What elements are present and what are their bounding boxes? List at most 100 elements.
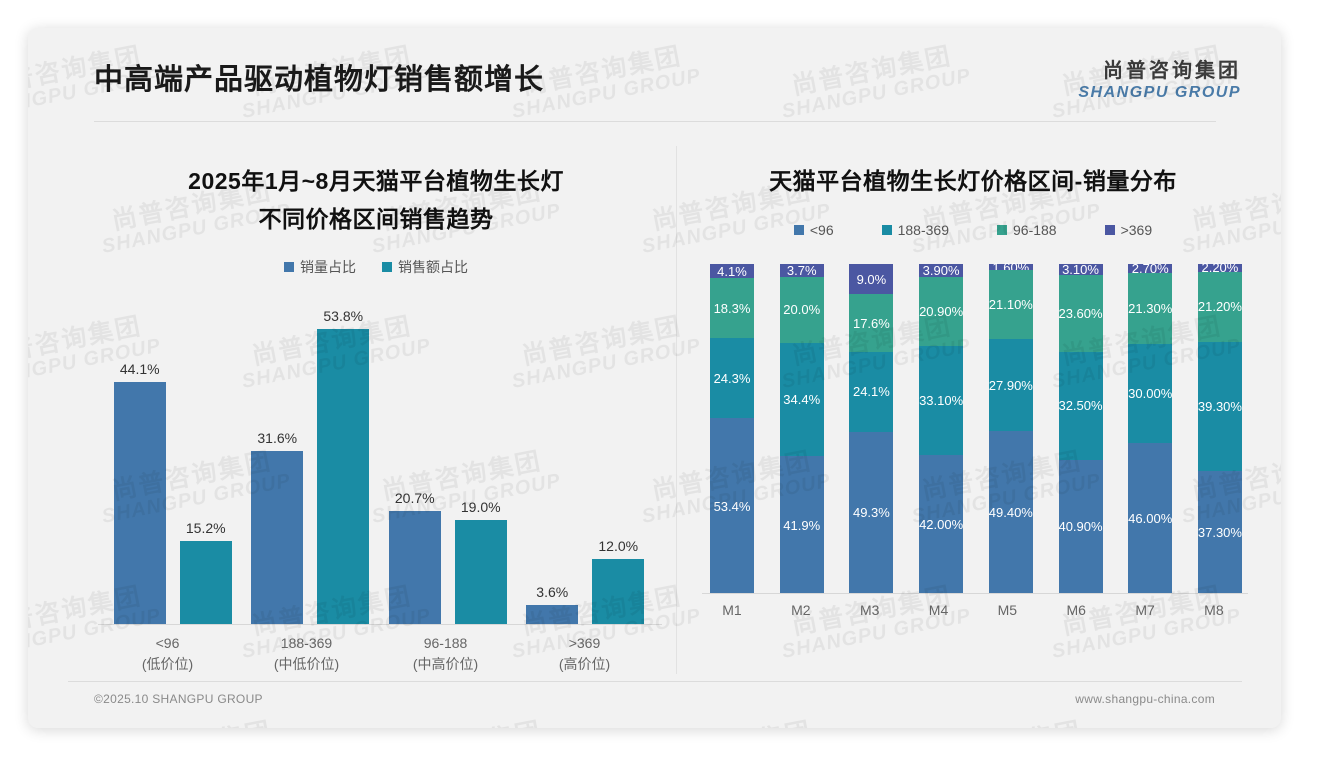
month-tick-label: M8	[1204, 602, 1224, 619]
bar-value-label: 53.8%	[323, 307, 364, 324]
bar[interactable]	[317, 328, 370, 625]
segment-value-label: 3.7%	[786, 262, 817, 278]
bar[interactable]	[454, 520, 507, 625]
legend-item[interactable]: 96-188	[997, 222, 1057, 238]
stacked-segment[interactable]: 41.9%	[779, 456, 824, 595]
left-chart-title-line2: 不同价格区间销售趋势	[258, 206, 494, 233]
stacked-segment[interactable]: 18.3%	[710, 277, 754, 339]
stacked-segment[interactable]: 24.1%	[849, 352, 894, 432]
stacked-segment[interactable]: 37.30%	[1197, 471, 1242, 595]
stacked-segment[interactable]: 24.3%	[710, 338, 754, 419]
stacked-segment[interactable]: 3.10%	[1058, 262, 1103, 277]
segment-value-label: 46.00%	[1128, 510, 1173, 526]
stacked-segment[interactable]: 27.90%	[988, 339, 1033, 432]
segment-value-label: 34.4%	[783, 391, 821, 407]
logo-english-name: SHANGPU GROUP	[1078, 84, 1241, 101]
stacked-x-axis-line	[702, 593, 1248, 595]
legend-swatch-icon	[1104, 225, 1115, 236]
legend-item[interactable]: >369	[1104, 222, 1153, 239]
bar-column: 53.8%	[317, 295, 370, 625]
x-tick-label: 188-369 (中低价位)	[273, 634, 340, 672]
segment-value-label: 18.3%	[713, 300, 751, 316]
stacked-segment[interactable]: 34.4%	[779, 342, 824, 457]
stacked-segment[interactable]: 20.0%	[779, 276, 824, 343]
left-chart-panel: 2025年1月~8月天猫平台植物生长灯 不同价格区间销售趋势 销量占比 销售额占比…	[90, 138, 662, 698]
bar-column: 15.2%	[179, 295, 232, 625]
legend-swatch-icon	[284, 261, 294, 272]
stacked-segment[interactable]: 39.30%	[1197, 341, 1242, 472]
stacked-bar-column: 3.90% 20.90% 33.10% 42.00%	[919, 263, 964, 594]
legend-item[interactable]: <96	[793, 222, 834, 238]
stacked-segment[interactable]: 33.10%	[919, 346, 964, 456]
segment-value-label: 21.10%	[988, 296, 1033, 312]
legend-label: >369	[1120, 222, 1153, 239]
stacked-segment[interactable]: 40.90%	[1058, 459, 1103, 595]
segment-value-label: 23.60%	[1058, 305, 1103, 321]
bar-column: 3.6%	[526, 295, 579, 625]
stacked-segment[interactable]: 21.10%	[988, 269, 1033, 340]
stacked-segment[interactable]: 30.00%	[1128, 343, 1172, 443]
bar[interactable]	[113, 382, 166, 625]
stacked-segment[interactable]: 21.20%	[1197, 271, 1242, 342]
stacked-segment[interactable]: 23.60%	[1058, 274, 1103, 353]
footer-divider	[68, 681, 1242, 682]
stacked-bar-column: 1.60% 21.10% 27.90% 49.40%	[988, 260, 1033, 595]
stacked-bar-column: 2.20% 21.20% 39.30% 37.30%	[1197, 260, 1242, 595]
stacked-bar-column: 4.1% 18.3% 24.3% 53.4%	[710, 264, 754, 595]
bar-value-label: 19.0%	[460, 499, 501, 516]
stacked-segment[interactable]: 20.90%	[919, 277, 964, 347]
stacked-segment[interactable]: 2.20%	[1197, 260, 1242, 275]
segment-value-label: 20.0%	[783, 302, 821, 318]
bar-group: 3.6% 12.0%	[517, 295, 655, 625]
bar[interactable]	[526, 604, 579, 625]
bar[interactable]	[251, 450, 304, 625]
bar-value-label: 20.7%	[394, 489, 435, 506]
stacked-bar-column: 9.0% 17.6% 24.1% 49.3%	[849, 264, 894, 595]
slide-header: 中高端产品驱动植物灯销售额增长 尚普咨询集团 SHANGPU GROUP	[28, 28, 1281, 122]
stacked-segment[interactable]: 2.70%	[1128, 261, 1173, 277]
bar-value-label: 31.6%	[257, 429, 298, 446]
legend-item[interactable]: 销售额占比	[382, 257, 468, 277]
bar[interactable]	[592, 558, 645, 625]
x-tick-label: <96 (低价位)	[141, 634, 194, 672]
legend-item[interactable]: 销量占比	[284, 257, 356, 277]
segment-value-label: 27.90%	[988, 377, 1033, 393]
segment-value-label: 32.50%	[1058, 398, 1103, 414]
stacked-segment[interactable]: 49.3%	[849, 431, 894, 595]
left-chart-legend: 销量占比 销售额占比	[90, 257, 662, 277]
stacked-segment[interactable]: 46.00%	[1128, 442, 1173, 595]
segment-value-label: 39.30%	[1197, 398, 1242, 414]
legend-label: 销量占比	[300, 258, 356, 275]
x-tick-label: 96-188 (中高价位)	[412, 634, 479, 672]
legend-swatch-icon	[997, 225, 1007, 236]
bar-column: 44.1%	[113, 295, 166, 625]
stacked-segment[interactable]: 32.50%	[1058, 352, 1103, 460]
stacked-segment[interactable]: 3.90%	[919, 263, 964, 279]
segment-value-label: 21.20%	[1197, 299, 1242, 315]
bar-value-label: 15.2%	[185, 520, 226, 537]
stacked-segment[interactable]: 17.6%	[849, 294, 894, 353]
stacked-segment[interactable]: 42.00%	[919, 455, 963, 594]
segment-value-label: 3.90%	[922, 263, 960, 279]
segment-value-label: 37.30%	[1197, 525, 1242, 541]
right-chart-panel: 天猫平台植物生长灯价格区间-销量分布 <96 188-369 96-188 >369 …	[688, 138, 1258, 698]
legend-item[interactable]: 188-369	[881, 222, 949, 238]
bar[interactable]	[388, 510, 441, 625]
legend-label: 销售额占比	[398, 258, 468, 275]
stacked-bar-column: 3.10% 23.60% 32.50% 40.90%	[1058, 262, 1103, 595]
segment-value-label: 2.70%	[1131, 261, 1169, 277]
segment-value-label: 33.10%	[919, 393, 964, 409]
stacked-segment[interactable]: 9.0%	[849, 264, 894, 295]
stacked-segment[interactable]: 53.4%	[710, 418, 754, 595]
month-tick-label: M6	[1066, 602, 1086, 619]
stacked-segment[interactable]: 4.1%	[710, 264, 754, 279]
stacked-segment[interactable]: 3.7%	[779, 262, 824, 278]
bar[interactable]	[179, 541, 232, 625]
segment-value-label: 20.90%	[919, 304, 964, 320]
stacked-segment[interactable]: 21.30%	[1128, 273, 1172, 344]
segment-value-label: 24.3%	[713, 370, 751, 386]
segment-value-label: 24.1%	[852, 384, 890, 400]
segment-value-label: 49.3%	[852, 505, 890, 521]
stacked-segment[interactable]: 49.40%	[989, 431, 1033, 595]
